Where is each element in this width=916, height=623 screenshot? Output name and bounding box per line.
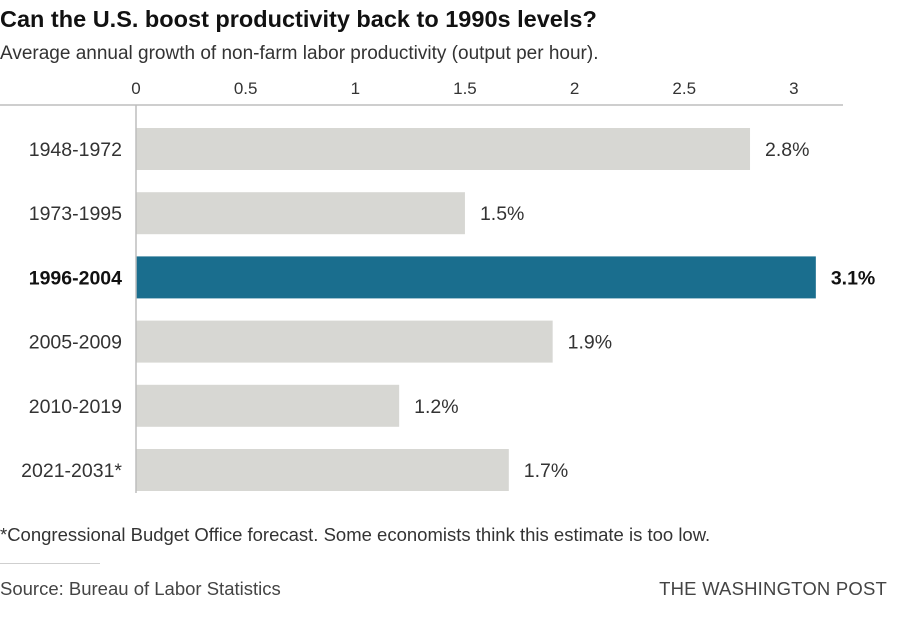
- value-label: 1.2%: [414, 396, 458, 418]
- value-label: 1.7%: [524, 460, 568, 482]
- x-tick-label: 2.5: [672, 79, 696, 98]
- x-tick-label: 0.5: [234, 79, 258, 98]
- value-label: 3.1%: [831, 267, 875, 289]
- x-tick-label: 1: [351, 79, 360, 98]
- category-label: 1973-1995: [29, 203, 122, 225]
- category-label: 1996-2004: [29, 267, 122, 289]
- bars-group: 1948-1972 2.8% 1973-1995 1.5% 1996-2004 3.1% 2…: [21, 128, 875, 491]
- category-label: 2005-2009: [29, 332, 122, 354]
- bar-highlighted: [136, 256, 816, 299]
- bar: [136, 192, 465, 235]
- x-tick-label: 0: [131, 79, 140, 98]
- bar: [136, 128, 751, 170]
- x-tick-label: 3: [789, 79, 798, 98]
- bar: [136, 320, 553, 363]
- x-tick-label: 1.5: [453, 79, 477, 98]
- value-label: 2.8%: [765, 139, 809, 161]
- category-label: 2010-2019: [29, 396, 122, 418]
- category-label: 1948-1972: [29, 139, 122, 161]
- footer-divider: [0, 563, 100, 564]
- value-label: 1.9%: [568, 332, 612, 354]
- value-label: 1.5%: [480, 203, 524, 225]
- publisher-credit: THE WASHINGTON POST: [659, 578, 887, 599]
- source-note: Source: Bureau of Labor Statistics: [0, 578, 281, 599]
- bar: [136, 384, 400, 427]
- chart-title: Can the U.S. boost productivity back to …: [0, 6, 597, 32]
- footnote: *Congressional Budget Office forecast. S…: [0, 524, 711, 545]
- x-tick-label: 2: [570, 79, 579, 98]
- x-axis-ticks: 0 0.5 1 1.5 2 2.5 3: [131, 79, 798, 98]
- bar-chart: 0 0.5 1 1.5 2 2.5 3 1948-1972 2.8% 1973-1995 1.5%…: [0, 79, 875, 493]
- chart-subtitle: Average annual growth of non-farm labor …: [0, 43, 599, 64]
- category-label: 2021-2031*: [21, 460, 122, 482]
- bar: [136, 449, 509, 491]
